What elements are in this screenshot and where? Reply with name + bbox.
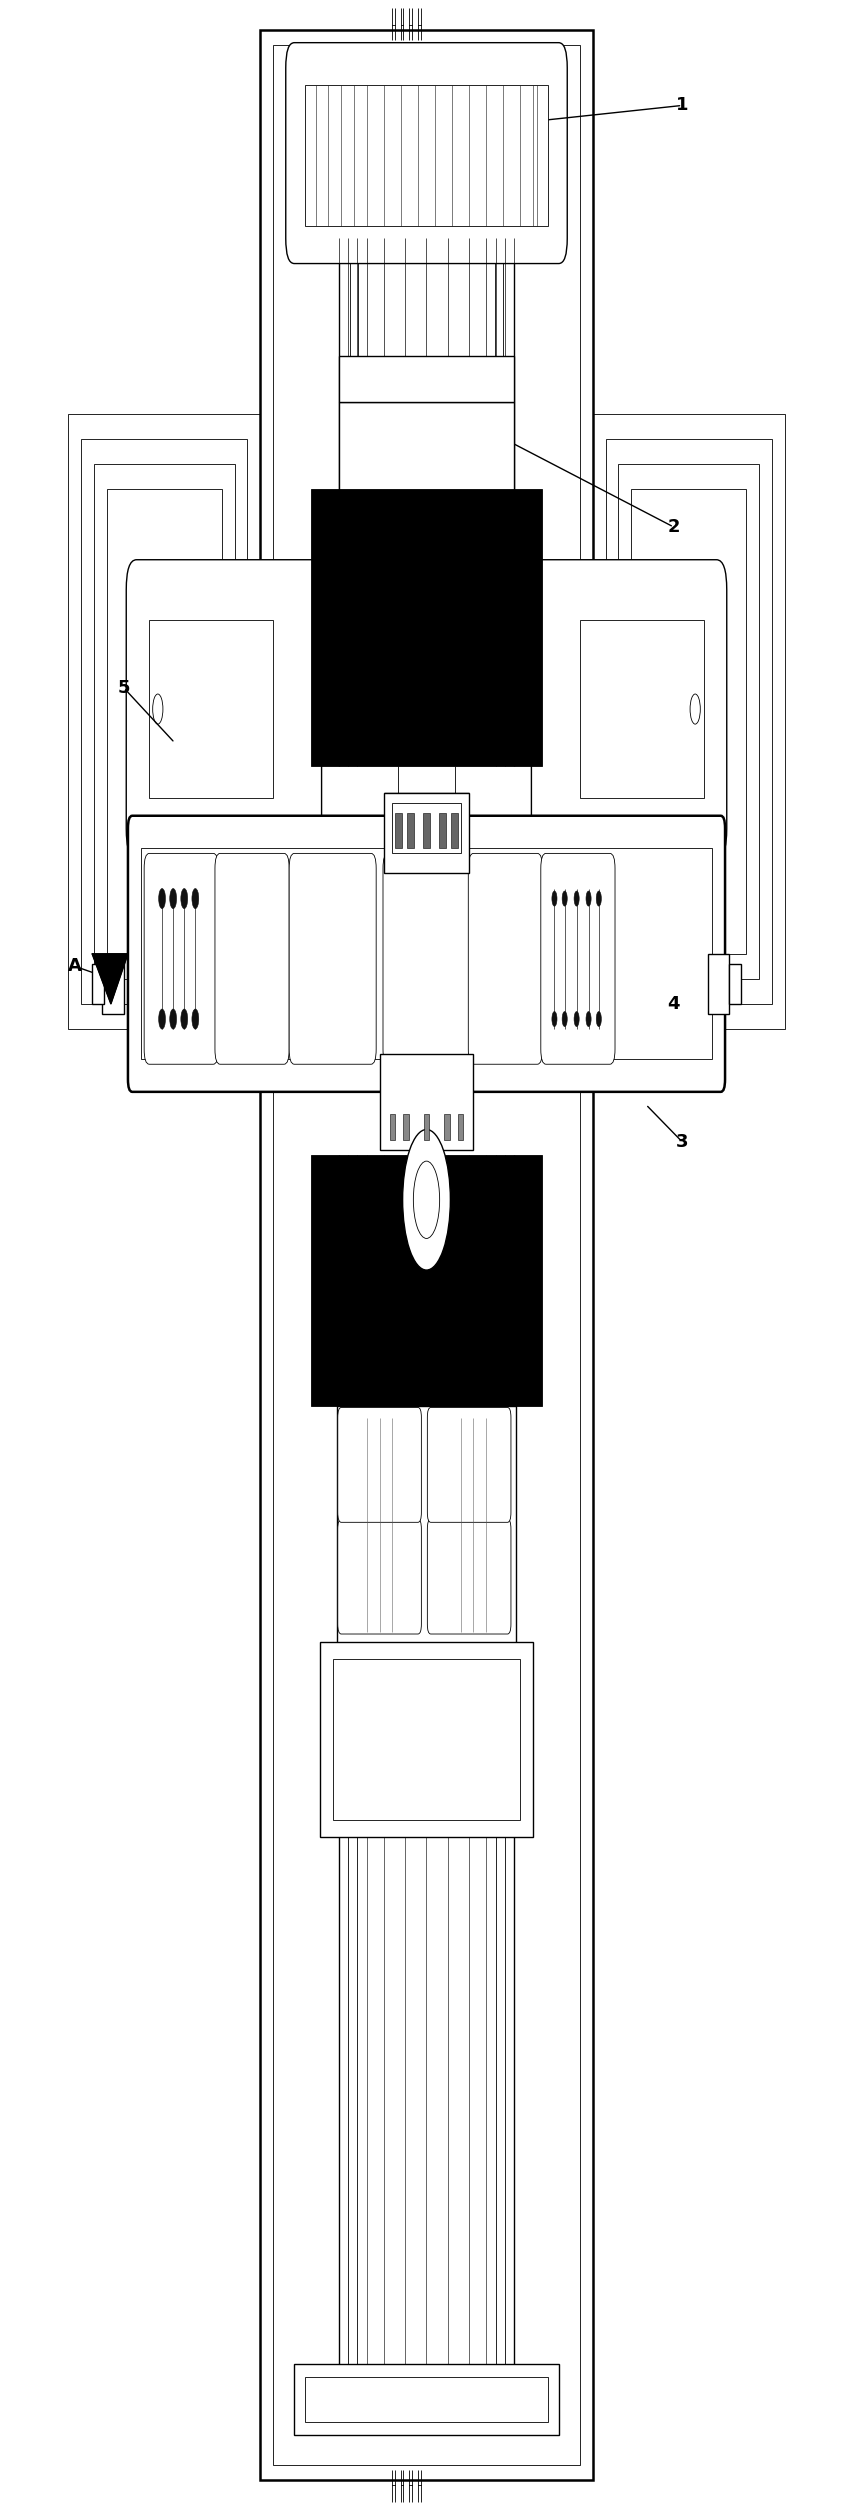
- Bar: [294, 2364, 558, 2435]
- Circle shape: [551, 1012, 556, 1027]
- Bar: [579, 620, 703, 798]
- Polygon shape: [92, 954, 128, 1004]
- Bar: [94, 464, 234, 979]
- FancyBboxPatch shape: [383, 853, 469, 1064]
- Bar: [439, 813, 446, 848]
- Bar: [337, 1406, 515, 1644]
- Circle shape: [573, 891, 579, 906]
- Bar: [260, 30, 592, 2480]
- Bar: [707, 954, 728, 1014]
- Bar: [149, 620, 273, 798]
- Circle shape: [192, 889, 199, 909]
- Circle shape: [585, 1012, 590, 1027]
- FancyBboxPatch shape: [468, 853, 542, 1064]
- FancyBboxPatch shape: [289, 853, 376, 1064]
- Bar: [106, 489, 222, 954]
- Circle shape: [170, 1009, 176, 1029]
- Bar: [304, 85, 548, 226]
- Bar: [311, 1155, 541, 1406]
- Bar: [379, 1054, 473, 1150]
- Bar: [403, 1114, 408, 1140]
- Bar: [339, 356, 513, 402]
- FancyBboxPatch shape: [126, 560, 321, 858]
- FancyBboxPatch shape: [427, 1519, 510, 1634]
- Circle shape: [585, 891, 590, 906]
- Bar: [273, 45, 579, 2465]
- Text: 5: 5: [118, 678, 130, 698]
- Bar: [458, 1114, 463, 1140]
- Circle shape: [158, 1009, 165, 1029]
- Bar: [451, 813, 458, 848]
- Bar: [618, 464, 758, 979]
- Bar: [392, 803, 460, 853]
- Bar: [394, 813, 401, 848]
- Bar: [444, 1114, 449, 1140]
- Text: 2: 2: [667, 517, 679, 537]
- Text: 3: 3: [676, 1132, 688, 1152]
- Bar: [406, 813, 413, 848]
- Circle shape: [170, 889, 176, 909]
- Bar: [102, 954, 124, 1014]
- Text: 4: 4: [667, 994, 679, 1014]
- Bar: [605, 439, 771, 1004]
- Bar: [311, 489, 541, 766]
- Circle shape: [402, 1130, 450, 1270]
- FancyBboxPatch shape: [427, 1408, 510, 1521]
- Bar: [332, 1659, 520, 1820]
- FancyBboxPatch shape: [337, 1408, 421, 1521]
- Bar: [630, 489, 746, 954]
- Bar: [92, 964, 104, 1004]
- Bar: [383, 793, 469, 873]
- Circle shape: [192, 1009, 199, 1029]
- Circle shape: [596, 891, 601, 906]
- Bar: [339, 402, 513, 502]
- FancyBboxPatch shape: [337, 1519, 421, 1634]
- Circle shape: [413, 1162, 439, 1237]
- Text: 1: 1: [676, 95, 688, 115]
- FancyBboxPatch shape: [531, 560, 726, 858]
- FancyBboxPatch shape: [540, 853, 614, 1064]
- Circle shape: [596, 1012, 601, 1027]
- Bar: [81, 439, 247, 1004]
- FancyBboxPatch shape: [128, 816, 724, 1092]
- Circle shape: [561, 891, 567, 906]
- Text: A: A: [68, 956, 82, 976]
- Circle shape: [158, 889, 165, 909]
- Circle shape: [551, 891, 556, 906]
- Bar: [389, 1114, 394, 1140]
- Bar: [305, 2377, 547, 2422]
- Circle shape: [181, 1009, 187, 1029]
- FancyBboxPatch shape: [285, 43, 567, 264]
- Bar: [141, 848, 711, 1059]
- FancyBboxPatch shape: [144, 853, 218, 1064]
- Circle shape: [573, 1012, 579, 1027]
- Bar: [423, 813, 429, 848]
- Bar: [423, 1114, 429, 1140]
- Bar: [68, 414, 260, 1029]
- Bar: [320, 1642, 532, 1837]
- FancyBboxPatch shape: [215, 853, 289, 1064]
- Bar: [592, 414, 784, 1029]
- Circle shape: [181, 889, 187, 909]
- Bar: [728, 964, 740, 1004]
- Circle shape: [561, 1012, 567, 1027]
